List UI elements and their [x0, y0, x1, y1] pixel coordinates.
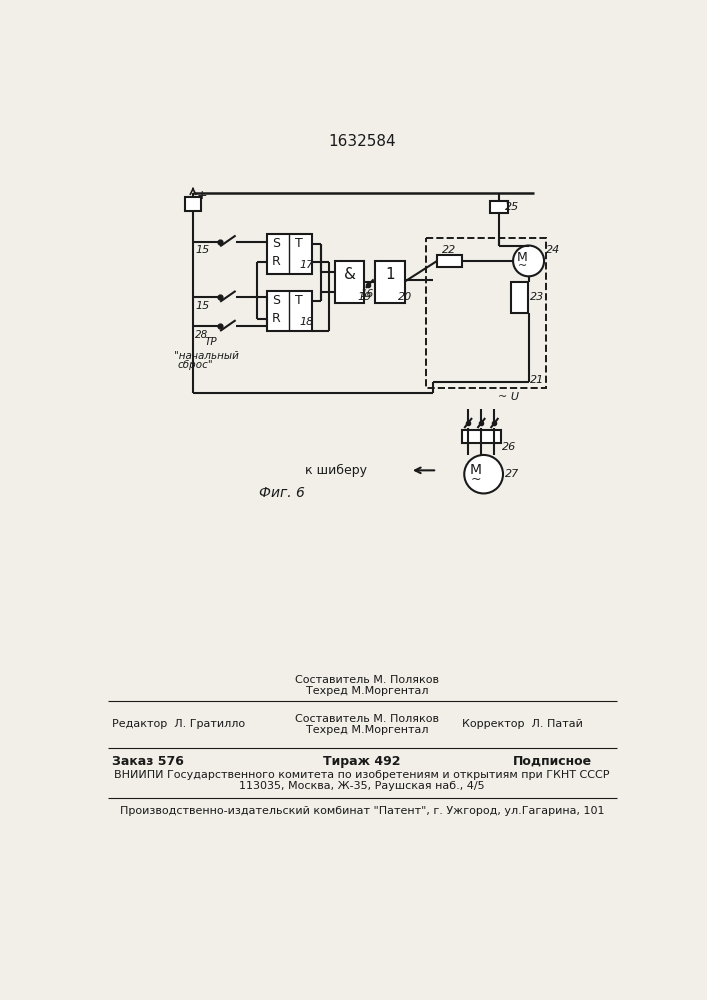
Text: 21: 21 [530, 375, 544, 385]
Text: 1: 1 [385, 267, 395, 282]
Text: Тираж 492: Тираж 492 [323, 755, 401, 768]
Text: 15: 15 [195, 245, 209, 255]
Text: 18: 18 [300, 317, 314, 327]
Text: 1632584: 1632584 [328, 134, 396, 149]
Text: 28: 28 [195, 330, 209, 340]
Text: M: M [517, 251, 527, 264]
Text: +: + [197, 189, 207, 202]
Bar [267, 291, 312, 331]
Text: 26: 26 [502, 442, 517, 452]
Text: сброс": сброс" [177, 360, 213, 370]
Text: ~: ~ [518, 261, 527, 271]
Text: Корректор  Л. Патай: Корректор Л. Патай [462, 719, 583, 729]
Text: &: & [344, 267, 356, 282]
Text: 15: 15 [195, 301, 209, 311]
Text: 20: 20 [397, 292, 412, 302]
Bar [437, 255, 462, 267]
Text: ~: ~ [471, 473, 481, 486]
Text: 23: 23 [530, 292, 544, 302]
Text: 27: 27 [506, 469, 520, 479]
Text: Производственно-издательский комбинат "Патент", г. Ужгород, ул.Гагарина, 101: Производственно-издательский комбинат "П… [119, 806, 604, 816]
Text: Фиг. 6: Фиг. 6 [259, 486, 305, 500]
Text: ~ U: ~ U [498, 392, 520, 402]
Text: 24: 24 [547, 245, 561, 255]
Text: 19: 19 [357, 292, 372, 302]
Text: T: T [296, 294, 303, 307]
Text: R: R [271, 255, 280, 268]
Circle shape [464, 455, 503, 493]
Text: Подписное: Подписное [513, 755, 592, 768]
Text: M: M [470, 463, 482, 477]
Text: R: R [271, 312, 280, 325]
Text: 25: 25 [506, 202, 520, 212]
Bar [490, 201, 508, 213]
Bar [375, 261, 404, 303]
Bar [185, 197, 201, 211]
Text: ВНИИПИ Государственного комитета по изобретениям и открытиям при ГКНТ СССР: ВНИИПИ Государственного комитета по изоб… [115, 770, 609, 780]
Text: Редактор  Л. Гратилло: Редактор Л. Гратилло [112, 719, 245, 729]
Text: Составитель М. Поляков: Составитель М. Поляков [296, 675, 439, 685]
Bar [510, 282, 528, 312]
Text: к шиберу: к шиберу [305, 464, 368, 477]
Text: Составитель М. Поляков: Составитель М. Поляков [296, 714, 439, 724]
Text: S: S [272, 237, 280, 250]
Bar [426, 238, 546, 388]
Text: T: T [296, 237, 303, 250]
Bar [462, 430, 501, 443]
Text: 113035, Москва, Ж-35, Раушская наб., 4/5: 113035, Москва, Ж-35, Раушская наб., 4/5 [239, 781, 485, 791]
Text: ТР: ТР [204, 337, 217, 347]
Text: 17: 17 [300, 260, 314, 270]
Text: 22: 22 [443, 245, 457, 255]
Text: Техред М.Моргентал: Техред М.Моргентал [306, 686, 428, 696]
Text: S: S [272, 294, 280, 307]
Text: Техред М.Моргентал: Техред М.Моргентал [306, 725, 428, 735]
Circle shape [513, 246, 544, 276]
Bar [335, 261, 364, 303]
Text: "начальный: "начальный [174, 351, 238, 361]
Text: Заказ 576: Заказ 576 [112, 755, 184, 768]
Text: 16: 16 [361, 289, 374, 299]
Bar [267, 234, 312, 274]
